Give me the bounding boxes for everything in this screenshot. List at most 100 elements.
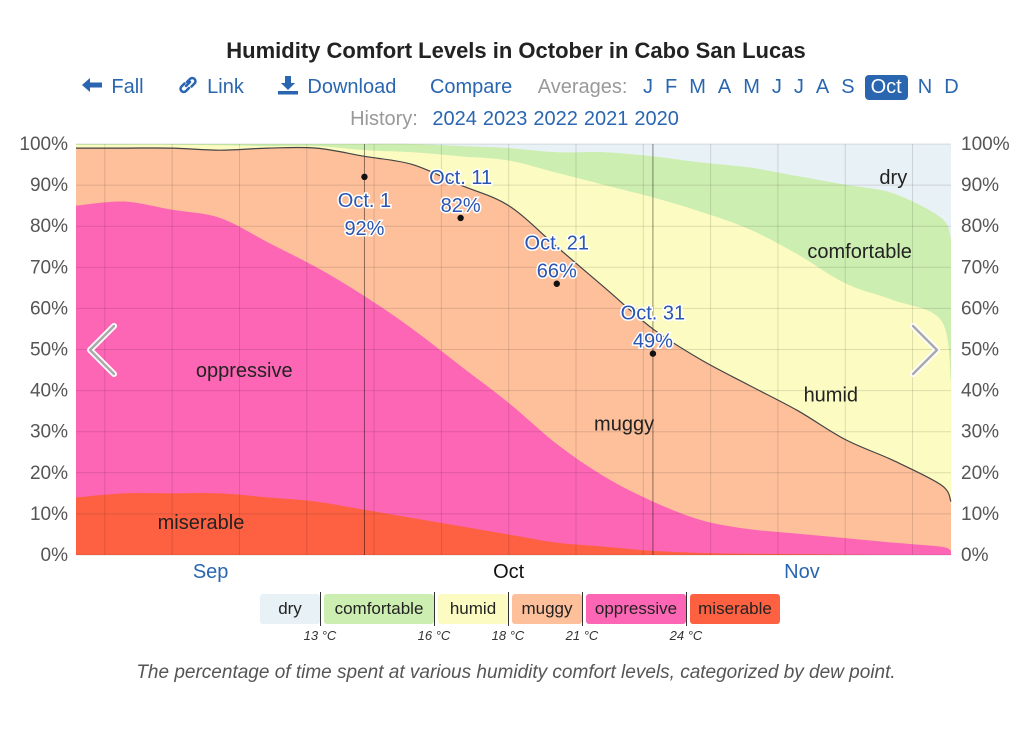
chevron-right-icon[interactable] bbox=[911, 324, 939, 376]
year-links: 2024 2023 2022 2021 2020 bbox=[429, 108, 682, 130]
annotation-point-0 bbox=[361, 173, 368, 181]
area-label-comfortable: comfortable bbox=[807, 241, 912, 263]
legend-threshold-label: 21 °C bbox=[565, 628, 599, 643]
download-label: Download bbox=[307, 76, 397, 98]
y-tick-label-right: 40% bbox=[961, 381, 999, 402]
legend-threshold-label: 13 °C bbox=[303, 628, 337, 643]
y-tick-label-left: 60% bbox=[30, 298, 68, 319]
legend-divider bbox=[685, 592, 687, 626]
annotation-point-2 bbox=[553, 280, 560, 287]
y-tick-label-left: 70% bbox=[30, 257, 68, 278]
compare-link[interactable]: Compare bbox=[429, 76, 513, 98]
annotation-point-3 bbox=[649, 350, 657, 357]
y-tick-label-right: 100% bbox=[961, 134, 1010, 155]
annotation-point-1 bbox=[457, 214, 464, 222]
arrow-left-icon bbox=[81, 75, 103, 95]
month-8[interactable]: S bbox=[841, 76, 855, 98]
annotation-date-3: Oct. 31 bbox=[621, 303, 685, 325]
annotation-value-1: 82% bbox=[441, 195, 481, 217]
legend-threshold-label: 24 °C bbox=[669, 628, 703, 643]
history-bar: History: 2024 2023 2022 2021 2020 bbox=[0, 108, 1032, 131]
link-label: Link bbox=[207, 76, 244, 98]
month-4[interactable]: M bbox=[743, 76, 760, 98]
download-button[interactable]: Download bbox=[277, 75, 396, 99]
x-tick-label-nov: Nov bbox=[784, 561, 820, 583]
area-label-oppressive: oppressive bbox=[196, 360, 293, 382]
area-miserable bbox=[76, 493, 951, 556]
month-selector: J F M A M J J A S Oct N D bbox=[637, 75, 965, 100]
area-label-dry: dry bbox=[879, 167, 907, 189]
legend-divider bbox=[433, 592, 435, 626]
month-7[interactable]: A bbox=[815, 76, 830, 98]
legend-divider bbox=[507, 592, 509, 626]
averages-label: Averages: bbox=[537, 76, 628, 98]
annotation-date-2: Oct. 21 bbox=[525, 233, 589, 255]
link-button[interactable]: Link bbox=[177, 75, 244, 99]
chart-caption: The percentage of time spent at various … bbox=[136, 662, 896, 683]
legend-item-dry: dry bbox=[260, 594, 320, 624]
y-tick-label-right: 20% bbox=[961, 463, 999, 484]
legend-threshold-label: 18 °C bbox=[491, 628, 525, 643]
y-tick-label-left: 20% bbox=[30, 463, 68, 484]
legend-divider bbox=[581, 592, 583, 626]
y-tick-label-right: 0% bbox=[961, 545, 989, 566]
area-label-muggy: muggy bbox=[594, 413, 654, 435]
month-6[interactable]: J bbox=[793, 76, 804, 98]
annotation-value-3: 49% bbox=[633, 331, 673, 353]
legend-item-muggy: muggy bbox=[512, 594, 582, 624]
area-oppressive bbox=[76, 201, 951, 555]
legend-item-miserable: miserable bbox=[690, 594, 780, 624]
y-tick-label-left: 40% bbox=[30, 381, 68, 402]
history-year-2022[interactable]: 2022 bbox=[533, 108, 578, 130]
month-9[interactable]: Oct bbox=[864, 75, 908, 100]
legend-item-humid: humid bbox=[438, 594, 508, 624]
y-tick-label-left: 100% bbox=[19, 134, 68, 155]
humidity-chart: 0% 0% 10% 10% 20% 20% 30% 30% 40% 40% 50% 50% 60% 60%… bbox=[19, 134, 1010, 583]
y-tick-label-right: 80% bbox=[961, 216, 999, 237]
annotation-date-1: Oct. 11 bbox=[429, 167, 492, 189]
month-5[interactable]: J bbox=[771, 76, 782, 98]
prev-season-link[interactable]: Fall bbox=[81, 75, 144, 99]
area-label-miserable: miserable bbox=[158, 512, 245, 534]
month-3[interactable]: A bbox=[717, 76, 732, 98]
y-tick-label-right: 50% bbox=[961, 340, 999, 361]
history-year-2023[interactable]: 2023 bbox=[482, 108, 528, 130]
history-year-2021[interactable]: 2021 bbox=[583, 108, 629, 130]
x-tick-label-sep: Sep bbox=[193, 561, 229, 583]
y-tick-label-right: 70% bbox=[961, 257, 999, 278]
history-year-2020[interactable]: 2020 bbox=[634, 108, 679, 130]
chevron-left-icon[interactable] bbox=[88, 324, 116, 376]
x-tick-label-oct: Oct bbox=[493, 561, 525, 583]
y-tick-label-left: 90% bbox=[30, 175, 68, 196]
month-1[interactable]: F bbox=[665, 76, 678, 98]
history-year-2024[interactable]: 2024 bbox=[432, 108, 477, 130]
month-2[interactable]: M bbox=[689, 76, 706, 98]
legend-item-comfortable: comfortable bbox=[324, 594, 434, 624]
annotation-value-2: 66% bbox=[537, 261, 577, 283]
y-tick-label-left: 30% bbox=[30, 422, 68, 443]
annotation-value-0: 92% bbox=[344, 218, 384, 240]
y-tick-label-right: 60% bbox=[961, 298, 999, 319]
month-0[interactable]: J bbox=[643, 76, 654, 98]
threshold-line bbox=[75, 146, 952, 502]
month-11[interactable]: D bbox=[944, 76, 959, 98]
download-icon bbox=[277, 75, 299, 95]
chart-title: Humidity Comfort Levels in October in Ca… bbox=[226, 38, 806, 63]
prev-season-label: Fall bbox=[111, 76, 144, 98]
y-tick-label-right: 30% bbox=[961, 422, 999, 443]
legend-item-oppressive: oppressive bbox=[586, 594, 686, 624]
y-tick-label-right: 10% bbox=[961, 504, 999, 525]
month-10[interactable]: N bbox=[917, 76, 933, 98]
history-label: History: bbox=[350, 108, 418, 130]
area-label-humid: humid bbox=[804, 385, 858, 407]
y-tick-label-right: 90% bbox=[961, 175, 999, 196]
y-tick-label-left: 50% bbox=[30, 340, 68, 361]
link-icon bbox=[177, 75, 199, 95]
y-tick-label-left: 10% bbox=[30, 504, 68, 525]
annotation-date-0: Oct. 1 bbox=[338, 190, 391, 212]
y-tick-label-left: 80% bbox=[30, 216, 68, 237]
legend-threshold-label: 16 °C bbox=[417, 628, 451, 643]
legend-divider bbox=[319, 592, 321, 626]
y-tick-label-left: 0% bbox=[41, 545, 69, 566]
